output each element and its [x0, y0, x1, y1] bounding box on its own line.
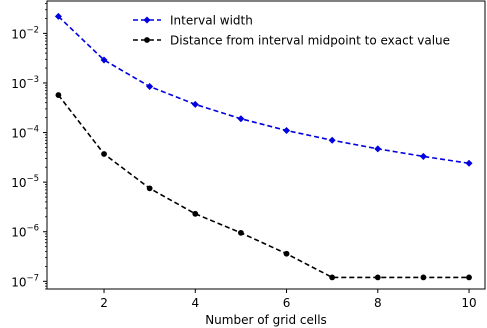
data-point	[191, 100, 199, 108]
x-tick-label: 8	[374, 296, 382, 310]
data-point	[420, 274, 427, 281]
x-axis-label: Number of grid cells	[205, 313, 327, 327]
data-point	[328, 136, 336, 144]
data-point	[146, 185, 153, 192]
data-point	[419, 152, 427, 160]
data-point	[466, 274, 472, 281]
y-tick-label: 10−4	[11, 125, 39, 141]
data-point	[237, 115, 245, 123]
series-layer	[54, 12, 473, 281]
y-tick-label: 10−2	[11, 25, 39, 41]
data-point	[100, 56, 108, 64]
legend-marker	[143, 16, 151, 24]
plot-area	[46, 0, 486, 290]
y-tick-label: 10−3	[11, 75, 39, 91]
x-tick-label: 4	[191, 296, 199, 310]
x-tick-label: 10	[461, 296, 476, 310]
legend-label: Interval width	[170, 14, 253, 28]
x-tick-label: 2	[100, 296, 108, 310]
series-line	[57, 94, 470, 279]
series-line	[57, 15, 470, 165]
data-point	[465, 159, 473, 167]
data-point	[374, 274, 381, 281]
data-point	[374, 145, 382, 153]
x-axis-ticks: 2 4 6 8 10	[100, 289, 477, 310]
data-point	[101, 151, 107, 157]
data-point	[283, 127, 291, 135]
data-point	[192, 210, 199, 217]
data-point	[283, 250, 290, 257]
data-point	[329, 274, 336, 281]
data-point	[238, 229, 244, 236]
y-tick-label: 10−6	[11, 224, 39, 240]
legend: Interval width Distance from interval mid…	[133, 14, 450, 48]
data-point	[146, 82, 154, 90]
x-tick-label: 6	[283, 296, 291, 310]
data-point	[55, 92, 62, 98]
legend-label: Distance from interval midpoint to exact…	[170, 34, 450, 48]
legend-marker	[144, 37, 150, 43]
y-tick-label: 10−7	[11, 273, 39, 289]
data-point	[54, 12, 62, 20]
y-axis-ticks: 10−7 10−6 10−5 10−4 10−3 10−2	[11, 3, 47, 290]
y-tick-label: 10−5	[11, 174, 39, 190]
